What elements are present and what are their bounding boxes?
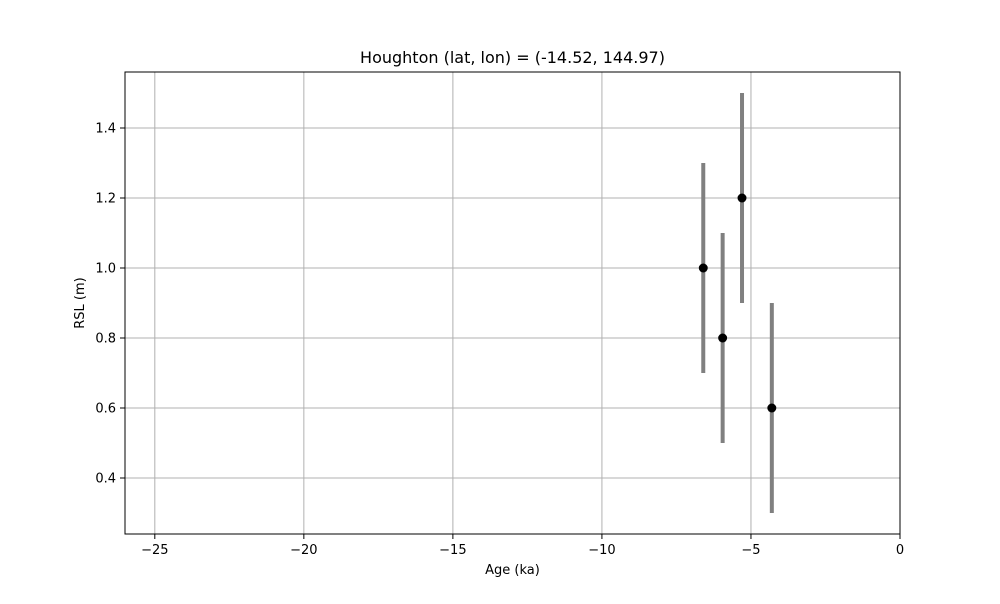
x-tick-label: −5 — [741, 543, 760, 558]
y-axis-label: RSL (m) — [73, 277, 88, 328]
chart-title: Houghton (lat, lon) = (-14.52, 144.97) — [360, 48, 665, 67]
y-tick-label: 1.4 — [95, 122, 116, 137]
x-tick-label: −10 — [588, 543, 615, 558]
data-point — [718, 333, 728, 343]
data-point — [698, 263, 708, 273]
x-tick-label: −20 — [290, 543, 317, 558]
y-tick-label: 0.4 — [95, 472, 116, 487]
y-tick-label: 1.0 — [95, 262, 116, 277]
data-point — [767, 403, 777, 413]
x-tick-label: −15 — [439, 543, 466, 558]
x-tick-label: 0 — [896, 543, 904, 558]
x-tick-label: −25 — [141, 543, 168, 558]
ticks: −25 −20 −15 −10 −5 0 0.4 0.6 0.8 1.0 1.2 1.4 — [95, 122, 904, 559]
y-tick-label: 0.8 — [95, 332, 116, 347]
axes-frame — [124, 71, 901, 535]
data-points — [698, 193, 777, 413]
x-axis-label: Age (ka) — [485, 563, 540, 578]
data-point — [737, 193, 747, 203]
y-tick-label: 0.6 — [95, 402, 116, 417]
y-tick-label: 1.2 — [95, 192, 116, 207]
